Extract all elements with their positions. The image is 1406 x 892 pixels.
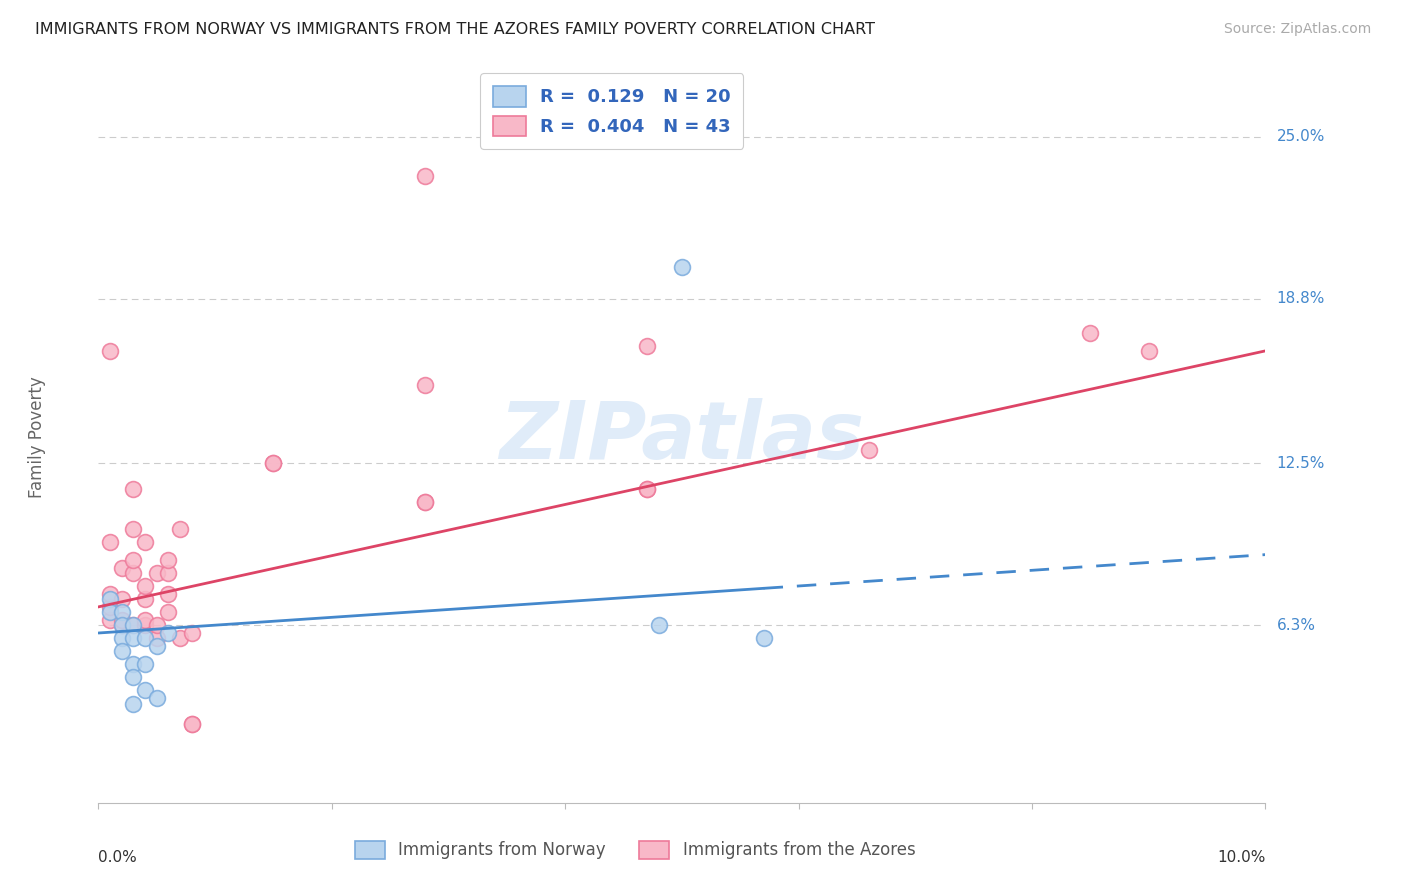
Point — [157, 587, 180, 601]
Point — [134, 683, 156, 698]
Point — [413, 169, 436, 183]
Point — [146, 632, 169, 646]
Point — [134, 657, 156, 672]
Text: 12.5%: 12.5% — [1277, 456, 1324, 471]
Point — [122, 657, 145, 672]
Text: Family Poverty: Family Poverty — [28, 376, 46, 498]
Point — [157, 553, 180, 567]
Point — [111, 618, 134, 632]
Point — [169, 521, 191, 535]
Point — [134, 613, 156, 627]
Point — [122, 483, 145, 497]
Point — [111, 560, 134, 574]
Point — [1137, 343, 1160, 358]
Text: 0.0%: 0.0% — [98, 850, 138, 865]
Point — [671, 260, 693, 275]
Point — [98, 592, 121, 607]
Point — [636, 483, 658, 497]
Text: 25.0%: 25.0% — [1277, 129, 1324, 145]
Point — [98, 534, 121, 549]
Point — [647, 618, 669, 632]
Point — [636, 338, 658, 352]
Point — [111, 632, 134, 646]
Point — [122, 618, 145, 632]
Point — [122, 553, 145, 567]
Point — [858, 443, 880, 458]
Point — [157, 566, 180, 580]
Point — [98, 343, 121, 358]
Point — [122, 670, 145, 684]
Point — [98, 599, 121, 614]
Point — [636, 483, 658, 497]
Point — [262, 456, 284, 470]
Point — [134, 534, 156, 549]
Text: 18.8%: 18.8% — [1277, 291, 1324, 306]
Point — [146, 566, 169, 580]
Point — [134, 632, 156, 646]
Point — [146, 691, 169, 706]
Point — [111, 613, 134, 627]
Point — [180, 717, 202, 731]
Point — [122, 521, 145, 535]
Text: 6.3%: 6.3% — [1277, 617, 1316, 632]
Legend: Immigrants from Norway, Immigrants from the Azores: Immigrants from Norway, Immigrants from … — [347, 832, 924, 868]
Point — [134, 579, 156, 593]
Point — [146, 618, 169, 632]
Point — [413, 377, 436, 392]
Point — [122, 697, 145, 711]
Point — [413, 495, 436, 509]
Point — [752, 632, 775, 646]
Point — [180, 717, 202, 731]
Point — [98, 587, 121, 601]
Point — [157, 605, 180, 619]
Point — [413, 495, 436, 509]
Point — [134, 618, 156, 632]
Point — [157, 626, 180, 640]
Point — [122, 618, 145, 632]
Point — [134, 592, 156, 607]
Point — [146, 639, 169, 653]
Point — [111, 644, 134, 658]
Point — [169, 632, 191, 646]
Text: 10.0%: 10.0% — [1218, 850, 1265, 865]
Point — [122, 566, 145, 580]
Point — [111, 605, 134, 619]
Point — [122, 632, 145, 646]
Point — [180, 626, 202, 640]
Text: Source: ZipAtlas.com: Source: ZipAtlas.com — [1223, 22, 1371, 37]
Text: IMMIGRANTS FROM NORWAY VS IMMIGRANTS FROM THE AZORES FAMILY POVERTY CORRELATION : IMMIGRANTS FROM NORWAY VS IMMIGRANTS FRO… — [35, 22, 875, 37]
Text: ZIPatlas: ZIPatlas — [499, 398, 865, 476]
Point — [98, 605, 121, 619]
Point — [98, 613, 121, 627]
Point — [111, 592, 134, 607]
Point — [1080, 326, 1102, 340]
Point — [111, 618, 134, 632]
Point — [262, 456, 284, 470]
